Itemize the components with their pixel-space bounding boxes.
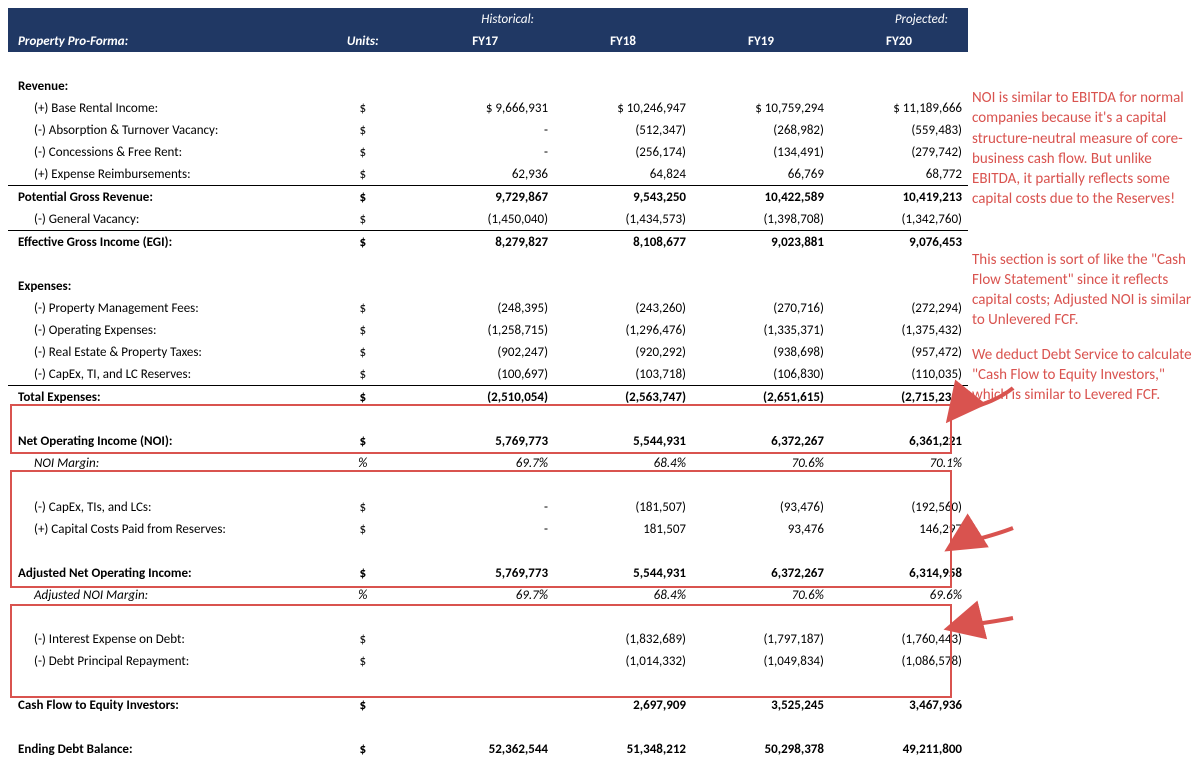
annotation-cf-equity: We deduct Debt Service to calculate "Cas… xyxy=(972,345,1196,406)
row-egi: Effective Gross Income (EGI):$ 8,279,827… xyxy=(8,231,968,254)
row-general-vacancy: (-) General Vacancy:$ (1,450,040)(1,434,… xyxy=(8,208,968,231)
row-noi: Net Operating Income (NOI):$ 5,769,7735,… xyxy=(8,430,968,452)
row-noi-margin: NOI Margin:% 69.7%68.4%70.6%70.1% xyxy=(8,452,968,474)
row-capex-reserves: (-) CapEx, TI, and LC Reserves:$ (100,69… xyxy=(8,363,968,386)
annotation-noi: NOI is similar to EBITDA for normal comp… xyxy=(972,88,1196,210)
header-label-row: Historical: Projected: xyxy=(8,8,968,30)
row-total-expenses: Total Expenses:$ (2,510,054)(2,563,747)(… xyxy=(8,386,968,409)
row-absorption: (-) Absorption & Turnover Vacancy:$ -(51… xyxy=(8,119,968,141)
table-title: Property Pro-Forma: xyxy=(8,30,309,53)
annotations-panel: NOI is similar to EBITDA for normal comp… xyxy=(972,8,1196,419)
header-year-row: Property Pro-Forma: Units: FY17 FY18 FY1… xyxy=(8,30,968,53)
col-fy20: FY20 xyxy=(830,30,968,53)
row-cap-costs-paid: (+) Capital Costs Paid from Reserves:$ -… xyxy=(8,518,968,540)
row-base-rental: (+) Base Rental Income: $ $ 9,666,931 $ … xyxy=(8,97,968,119)
row-concessions: (-) Concessions & Free Rent:$ -(256,174)… xyxy=(8,141,968,163)
row-interest-expense: (-) Interest Expense on Debt:$ (1,832,68… xyxy=(8,628,968,650)
col-fy17: FY17 xyxy=(416,30,554,53)
row-re-taxes: (-) Real Estate & Property Taxes:$ (902,… xyxy=(8,341,968,363)
row-adj-noi: Adjusted Net Operating Income:$ 5,769,77… xyxy=(8,562,968,584)
projected-label: Projected: xyxy=(830,8,968,30)
row-ending-debt: Ending Debt Balance:$ 52,362,54451,348,2… xyxy=(8,738,968,760)
row-adj-noi-margin: Adjusted NOI Margin:% 69.7%68.4%70.6%69.… xyxy=(8,584,968,606)
units-header: Units: xyxy=(309,30,416,53)
col-fy19: FY19 xyxy=(692,30,830,53)
col-fy18: FY18 xyxy=(554,30,692,53)
annotation-adj-noi: This section is sort of like the "Cash F… xyxy=(972,250,1196,331)
row-capex-ti-lc: (-) CapEx, TIs, and LCs:$ -(181,507)(93,… xyxy=(8,496,968,518)
row-opex: (-) Operating Expenses:$ (1,258,715)(1,2… xyxy=(8,319,968,341)
expenses-section: Expenses: xyxy=(8,275,968,297)
row-cf-to-equity: Cash Flow to Equity Investors:$ 2,697,90… xyxy=(8,694,968,716)
row-debt-principal: (-) Debt Principal Repayment:$ (1,014,33… xyxy=(8,650,968,672)
pro-forma-table: Historical: Projected: Property Pro-Form… xyxy=(8,8,968,760)
row-pm-fees: (-) Property Management Fees:$ (248,395)… xyxy=(8,297,968,319)
pro-forma-table-wrap: Historical: Projected: Property Pro-Form… xyxy=(8,8,968,760)
historical-label: Historical: xyxy=(416,8,554,30)
row-expense-reimb: (+) Expense Reimbursements:$ 62,93664,82… xyxy=(8,163,968,186)
revenue-section: Revenue: xyxy=(8,75,968,97)
row-potential-gross-revenue: Potential Gross Revenue:$ 9,729,8679,543… xyxy=(8,186,968,209)
